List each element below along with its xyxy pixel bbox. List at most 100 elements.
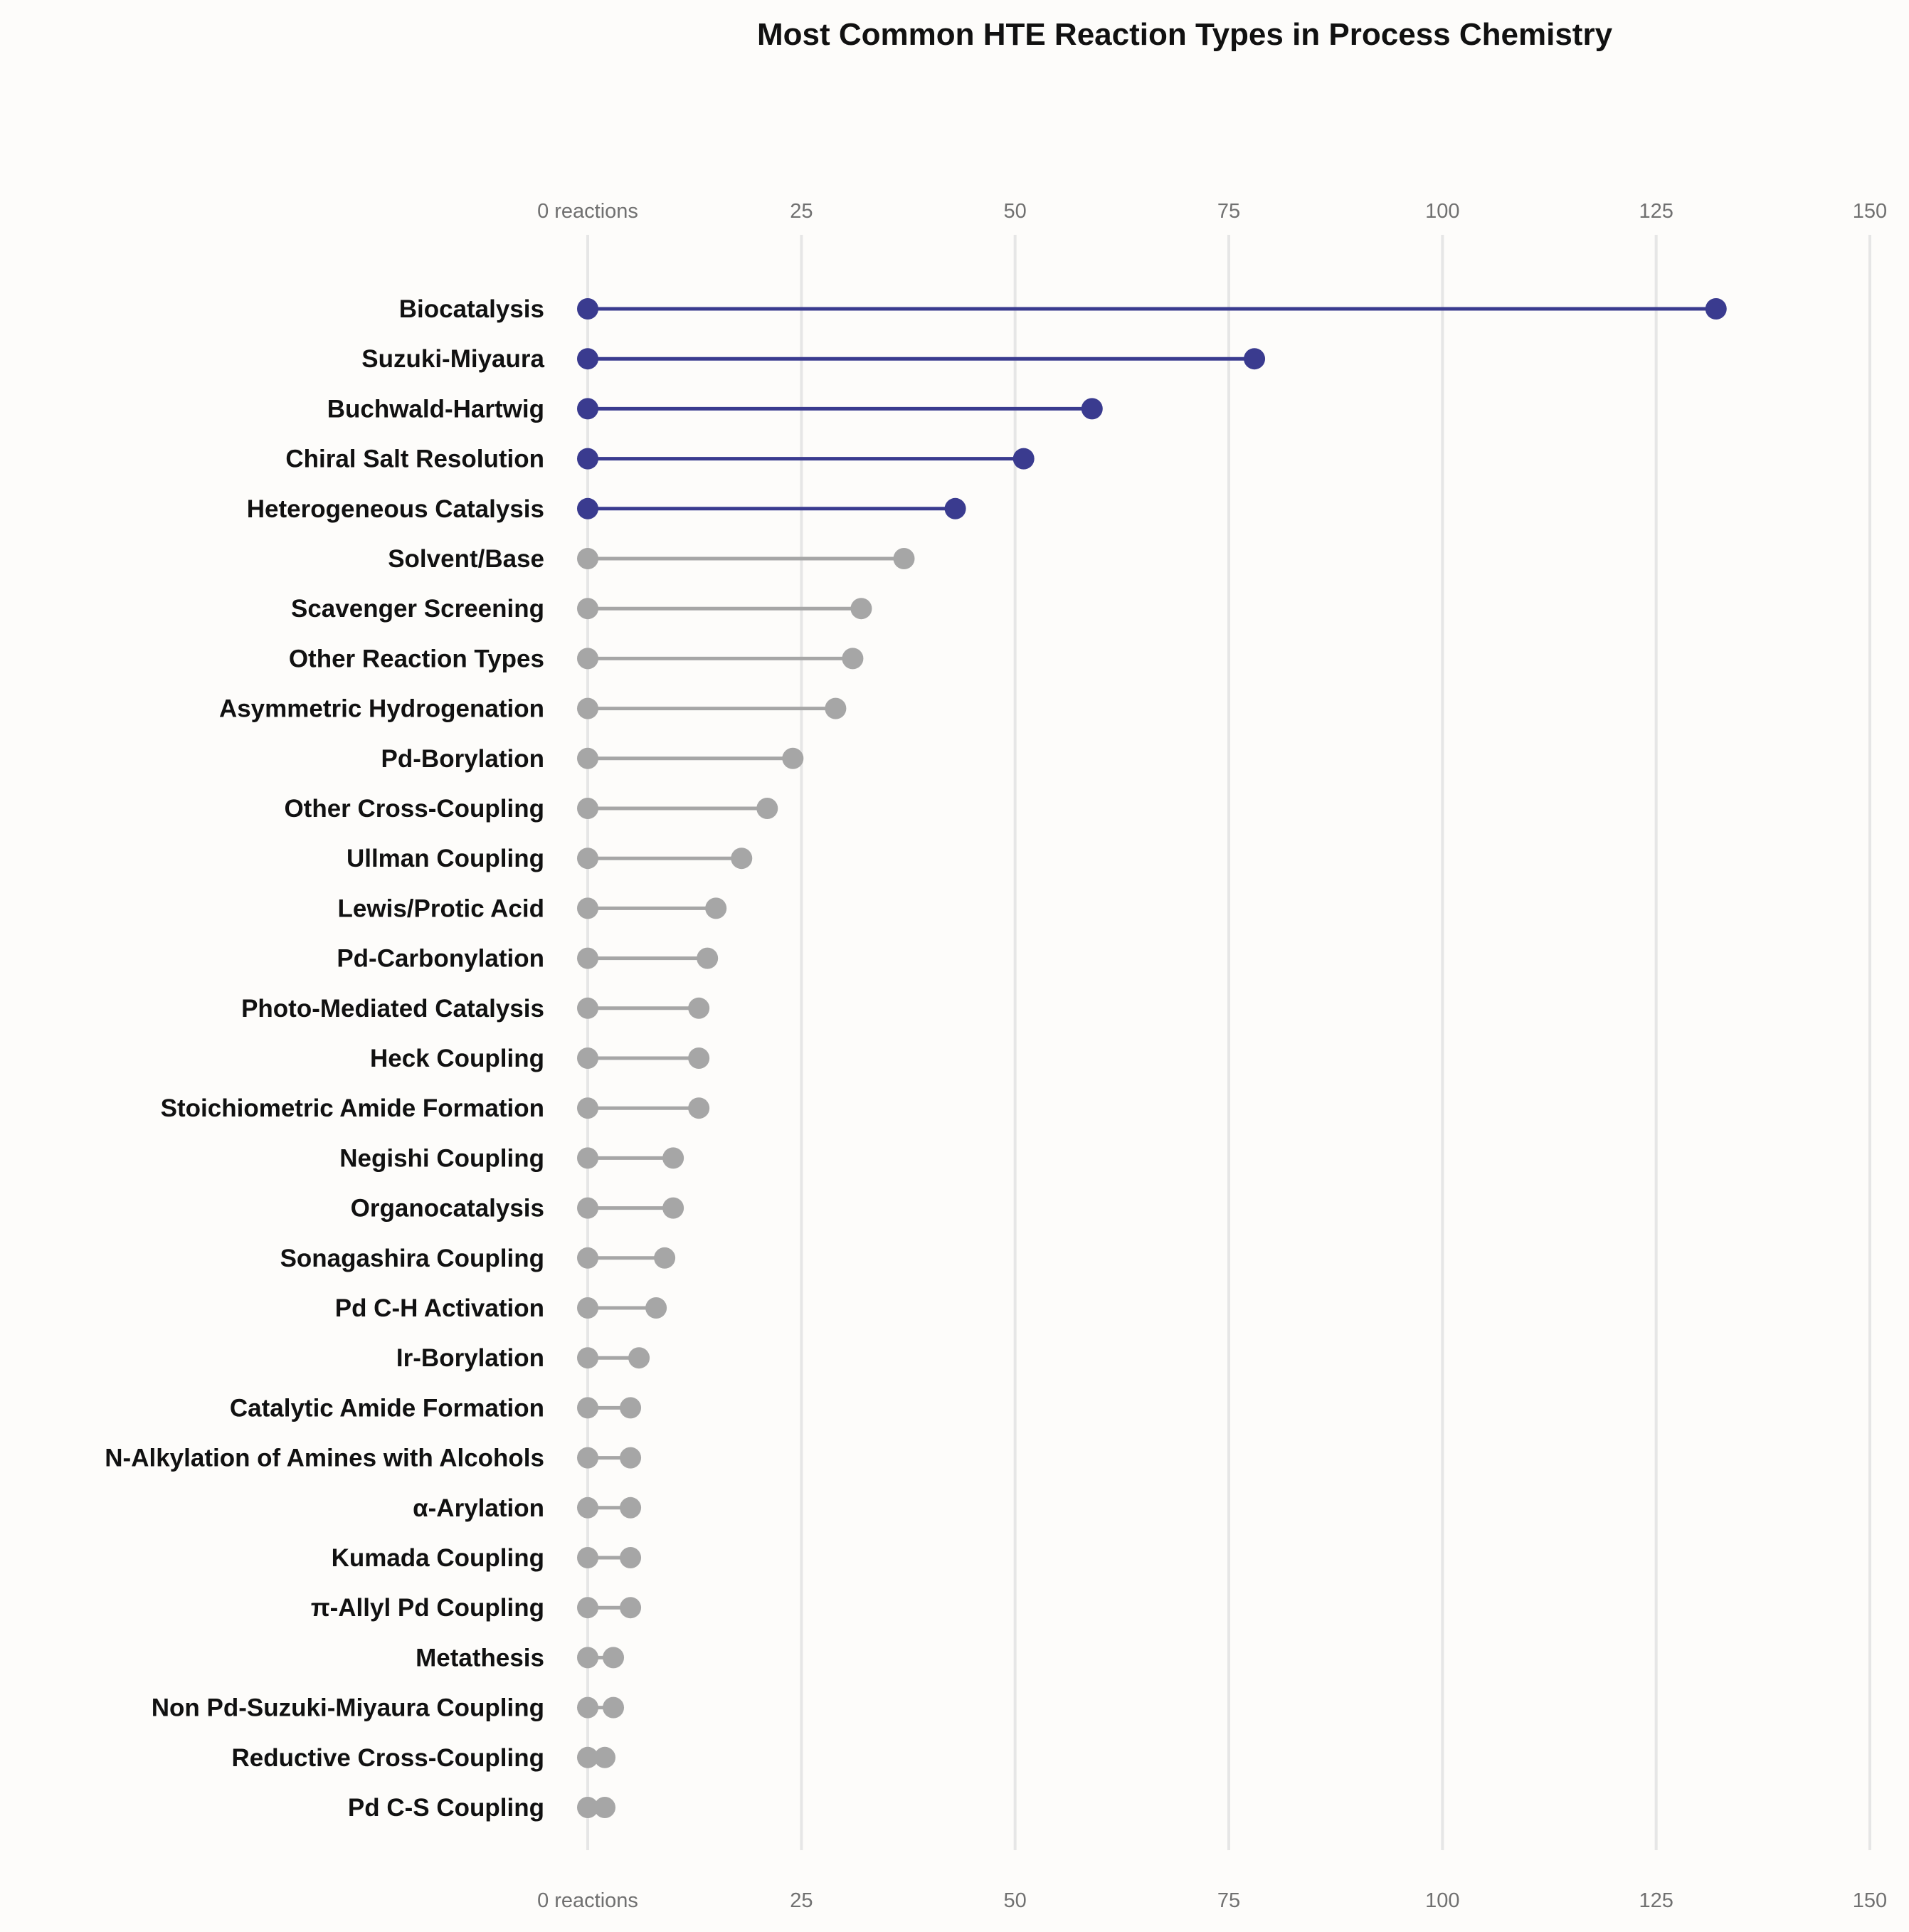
category-label: Ullman Coupling	[347, 845, 544, 872]
category-label: Buchwald-Hartwig	[327, 395, 544, 423]
x-tick-label-top: 150	[1853, 200, 1887, 223]
lollipop-value-dot	[756, 798, 778, 819]
lollipop-base-dot	[577, 1047, 598, 1069]
category-label: π-Allyl Pd Coupling	[311, 1594, 544, 1622]
category-label: Photo-Mediated Catalysis	[241, 995, 544, 1023]
lollipop-value-dot	[782, 747, 804, 769]
lollipop-base-dot	[577, 1247, 598, 1269]
lollipop-base-dot	[577, 947, 598, 969]
gridlines	[586, 235, 1871, 1850]
category-label: N-Alkylation of Amines with Alcohols	[105, 1445, 544, 1472]
lollipop-base-dot	[577, 1097, 598, 1119]
category-label: Stoichiometric Amide Formation	[161, 1094, 544, 1122]
lollipop-value-dot	[850, 598, 872, 620]
lollipop-value-dot	[620, 1547, 642, 1568]
lollipop-value-dot	[893, 548, 915, 569]
lollipop-base-dot	[577, 1197, 598, 1219]
x-tick-label-bottom: 25	[790, 1889, 813, 1912]
lollipop-value-dot	[645, 1297, 667, 1319]
lollipop-base-dot	[577, 398, 598, 420]
lollipop-base-dot	[577, 897, 598, 919]
lollipop-base-dot	[577, 1297, 598, 1319]
x-tick-label-top: 125	[1639, 200, 1673, 223]
lollipop-value-dot	[603, 1647, 625, 1669]
lollipop-base-dot	[577, 1797, 598, 1818]
category-label: Chiral Salt Resolution	[285, 445, 544, 473]
lollipop-value-dot	[603, 1696, 625, 1719]
lollipop-value-dot	[705, 897, 727, 919]
lollipop-value-dot	[1081, 398, 1103, 420]
category-label: Other Cross-Coupling	[284, 795, 544, 823]
category-label: Ir-Borylation	[396, 1344, 544, 1372]
category-label: Heterogeneous Catalysis	[247, 495, 544, 523]
category-label: Scavenger Screening	[291, 595, 544, 623]
lollipop-base-dot	[577, 1696, 598, 1719]
category-label: Organocatalysis	[351, 1195, 544, 1223]
lollipop-base-dot	[577, 497, 598, 519]
lollipop-base-dot	[577, 1746, 598, 1768]
category-label: Pd C-S Coupling	[348, 1794, 544, 1822]
x-tick-label-bottom: 75	[1217, 1889, 1240, 1912]
lollipop-base-dot	[577, 548, 598, 569]
x-tick-label-top: 50	[1004, 200, 1027, 223]
lollipop-value-dot	[688, 1047, 710, 1069]
lollipop-value-dot	[620, 1447, 642, 1469]
lollipop-base-dot	[577, 798, 598, 819]
lollipop-base-dot	[577, 598, 598, 620]
lollipop-base-dot	[577, 697, 598, 719]
category-label: Catalytic Amide Formation	[230, 1394, 544, 1422]
lollipop-base-dot	[577, 1347, 598, 1369]
x-tick-label-bottom: 125	[1639, 1889, 1673, 1912]
lollipop-base-dot	[577, 1447, 598, 1469]
category-label: Sonagashira Coupling	[280, 1245, 544, 1272]
x-tick-label-top: 25	[790, 200, 813, 223]
lollipop-base-dot	[577, 1597, 598, 1619]
category-label: Biocatalysis	[399, 295, 544, 323]
lollipop-value-dot	[842, 648, 864, 670]
lollipop-dots	[577, 298, 1727, 1818]
lollipop-value-dot	[944, 497, 966, 519]
lollipop-base-dot	[577, 298, 598, 320]
lollipop-base-dot	[577, 747, 598, 769]
category-label: Kumada Coupling	[332, 1544, 544, 1572]
lollipop-base-dot	[577, 448, 598, 470]
lollipop-value-dot	[1012, 448, 1035, 470]
category-label: Heck Coupling	[370, 1045, 544, 1072]
x-axis-bottom: 0 reactions 25 50 75 100 125 150	[537, 1889, 1887, 1912]
x-tick-label-bottom: 50	[1004, 1889, 1027, 1912]
x-axis-top: 0 reactions 25 50 75 100 125 150	[537, 200, 1887, 223]
x-tick-label-bottom: 100	[1425, 1889, 1459, 1912]
lollipop-base-dot	[577, 997, 598, 1019]
lollipop-base-dot	[577, 1647, 598, 1669]
category-label: Other Reaction Types	[289, 645, 544, 672]
category-label: Reductive Cross-Coupling	[232, 1744, 544, 1772]
lollipop-value-dot	[628, 1347, 650, 1369]
x-tick-label-top: 0 reactions	[537, 200, 638, 223]
lollipop-value-dot	[594, 1797, 616, 1818]
lollipop-value-dot	[662, 1147, 684, 1169]
lollipop-base-dot	[577, 1147, 598, 1169]
lollipop-value-dot	[654, 1247, 676, 1269]
lollipop-stems	[588, 307, 1716, 1810]
category-label: Asymmetric Hydrogenation	[219, 695, 544, 723]
lollipop-value-dot	[688, 1097, 710, 1119]
lollipop-value-dot	[662, 1197, 684, 1219]
lollipop-base-dot	[577, 348, 598, 370]
category-label: Pd C-H Activation	[335, 1294, 544, 1322]
lollipop-value-dot	[620, 1397, 642, 1419]
category-label: Negishi Coupling	[339, 1144, 544, 1172]
lollipop-value-dot	[620, 1496, 642, 1519]
lollipop-value-dot	[697, 947, 719, 969]
lollipop-value-dot	[1244, 348, 1266, 370]
category-label: Suzuki-Miyaura	[361, 345, 544, 373]
lollipop-base-dot	[577, 648, 598, 670]
chart-title: Most Common HTE Reaction Types in Proces…	[757, 17, 1613, 52]
x-tick-label-bottom: 150	[1853, 1889, 1887, 1912]
category-label: Lewis/Protic Acid	[338, 894, 544, 922]
lollipop-value-dot	[1705, 298, 1727, 320]
lollipop-base-dot	[577, 848, 598, 870]
x-tick-label-top: 100	[1425, 200, 1459, 223]
category-label: Pd-Carbonylation	[337, 945, 544, 973]
lollipop-value-dot	[825, 697, 847, 719]
